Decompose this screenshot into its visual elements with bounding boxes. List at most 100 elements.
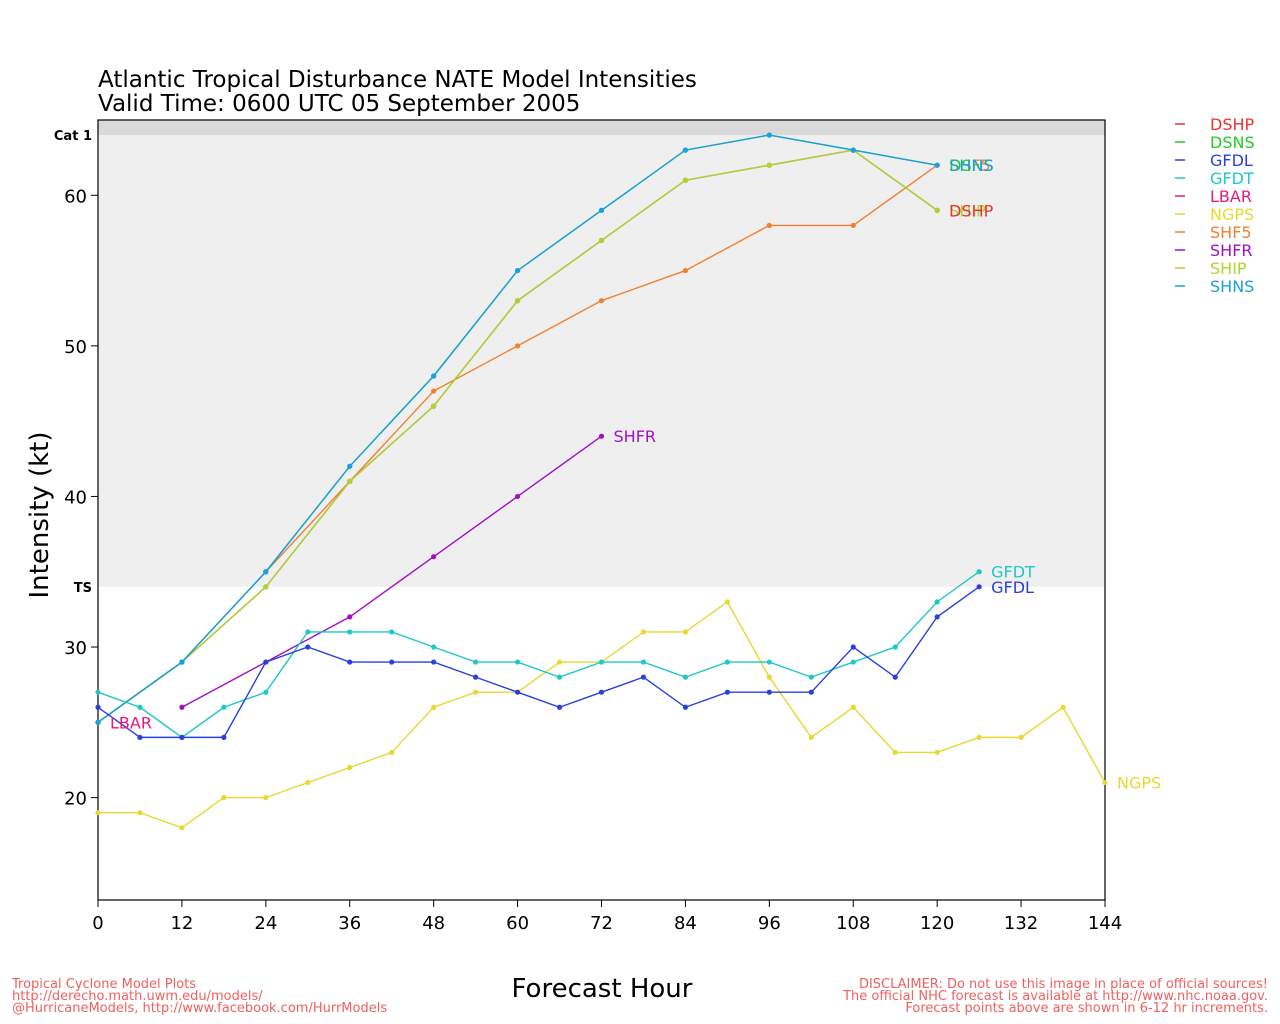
- point-gfdl: [808, 689, 814, 695]
- point-gfdt: [892, 644, 898, 650]
- legend-label-shf5: SHF5: [1210, 223, 1252, 242]
- point-shns: [431, 373, 437, 379]
- point-gfdl: [682, 704, 689, 710]
- point-gfdt: [95, 689, 101, 695]
- legend-label-ship: SHIP: [1210, 259, 1247, 278]
- point-ship: [598, 237, 605, 244]
- point-gfdl: [305, 644, 311, 650]
- point-gfdl: [221, 734, 227, 740]
- point-shns: [598, 207, 605, 213]
- point-shns: [514, 267, 521, 274]
- point-gfdt: [347, 629, 353, 635]
- point-shfr: [179, 704, 185, 710]
- footer-right: DISCLAIMER: Do not use this image in pla…: [842, 977, 1268, 1016]
- point-gfdt: [976, 569, 982, 575]
- point-ngps: [305, 779, 311, 786]
- point-ngps: [556, 659, 563, 665]
- point-gfdt: [808, 674, 814, 680]
- point-gfdt: [305, 629, 311, 635]
- x-tick-label: 108: [836, 913, 870, 934]
- point-shf5: [431, 388, 437, 394]
- series-line-shfr: [181, 435, 602, 708]
- point-gfdt: [263, 689, 269, 695]
- footer-left-line-2: http://derecho.math.uwm.edu/models/: [12, 989, 263, 1004]
- point-ngps: [934, 749, 940, 756]
- legend-label-gfdl: GFDL: [1210, 151, 1253, 170]
- point-ngps: [724, 599, 730, 605]
- point-gfdl: [976, 584, 982, 590]
- point-ngps: [1018, 734, 1024, 740]
- intensity-bands: TS Cat 1: [54, 120, 1105, 596]
- legend-label-ngps: NGPS: [1210, 205, 1254, 224]
- legend-label-dsns: DSNS: [1210, 133, 1255, 152]
- band-label-cat-1: Cat 1: [54, 129, 92, 144]
- legend-label-shfr: SHFR: [1210, 241, 1253, 260]
- point-shf5: [514, 343, 521, 349]
- point-shns: [766, 132, 772, 138]
- point-ship: [682, 177, 689, 183]
- point-ngps: [431, 704, 437, 710]
- point-gfdl: [934, 614, 940, 620]
- point-ngps: [347, 764, 353, 771]
- point-gfdt: [850, 659, 856, 665]
- point-gfdt: [137, 704, 143, 710]
- x-tick-label: 96: [758, 913, 781, 934]
- x-tick-label: 132: [1004, 913, 1038, 934]
- point-gfdl: [556, 704, 563, 710]
- footer-left-line-1: Tropical Cyclone Model Plots: [11, 977, 196, 992]
- end-label-dsns: DSNS: [949, 156, 994, 175]
- band-label-ts: TS: [74, 581, 92, 596]
- point-shns: [347, 463, 353, 469]
- y-axis-label: Intensity (kt): [25, 432, 55, 599]
- x-tick-label: 144: [1088, 913, 1122, 934]
- point-gfdl: [179, 734, 185, 740]
- y-tick-label: 20: [64, 789, 87, 810]
- footer-right-line-3: Forecast points above are shown in 6-12 …: [905, 1001, 1268, 1016]
- point-shfr: [514, 493, 521, 500]
- point-ngps: [850, 704, 856, 710]
- point-gfdl: [640, 674, 647, 680]
- axis-ticks: 0 12 24 36 48 60 72 84 96 108 120 132 144 20 30 40 50 60: [64, 186, 1122, 934]
- point-shns: [95, 719, 101, 725]
- end-label-gfdt: GFDT: [991, 563, 1035, 582]
- x-tick-label: 12: [170, 913, 193, 934]
- point-shns: [850, 147, 856, 153]
- band-cat-1: [98, 120, 1105, 136]
- y-tick-label: 50: [64, 337, 87, 358]
- point-shf5: [682, 267, 689, 274]
- point-ship: [766, 162, 772, 168]
- x-tick-label: 0: [92, 913, 103, 934]
- footer-left-line-3: @HurricaneModels, http://www.facebook.co…: [12, 1001, 387, 1016]
- point-ngps: [473, 689, 479, 695]
- point-ngps: [892, 749, 898, 756]
- point-gfdt: [724, 659, 730, 665]
- point-gfdl: [598, 689, 605, 695]
- x-axis-label: Forecast Hour: [512, 974, 693, 1004]
- point-gfdt: [934, 599, 940, 605]
- point-gfdl: [766, 689, 772, 695]
- series-ngps: [95, 599, 1108, 831]
- point-gfdt: [598, 659, 605, 665]
- point-shns: [179, 659, 185, 665]
- x-tick-label: 72: [590, 913, 613, 934]
- point-gfdl: [473, 674, 479, 680]
- series-line-ngps: [98, 600, 1106, 829]
- x-tick-label: 60: [506, 913, 529, 934]
- point-shfr: [347, 614, 353, 620]
- y-tick-label: 30: [64, 638, 87, 659]
- x-tick-label: 48: [422, 913, 445, 934]
- point-ngps: [1060, 704, 1066, 710]
- series-lines: [95, 132, 1108, 831]
- x-tick-label: 36: [338, 913, 361, 934]
- point-shfr: [431, 554, 437, 560]
- point-ngps: [179, 825, 185, 831]
- end-label-shns: SHNS: [949, 156, 993, 175]
- point-ngps: [221, 795, 227, 801]
- point-ngps: [976, 734, 982, 740]
- point-gfdl: [137, 734, 143, 740]
- point-gfdt: [514, 659, 521, 665]
- series-gfdl: [95, 584, 982, 740]
- x-tick-label: 120: [920, 913, 954, 934]
- plot-frame: [97, 119, 1106, 901]
